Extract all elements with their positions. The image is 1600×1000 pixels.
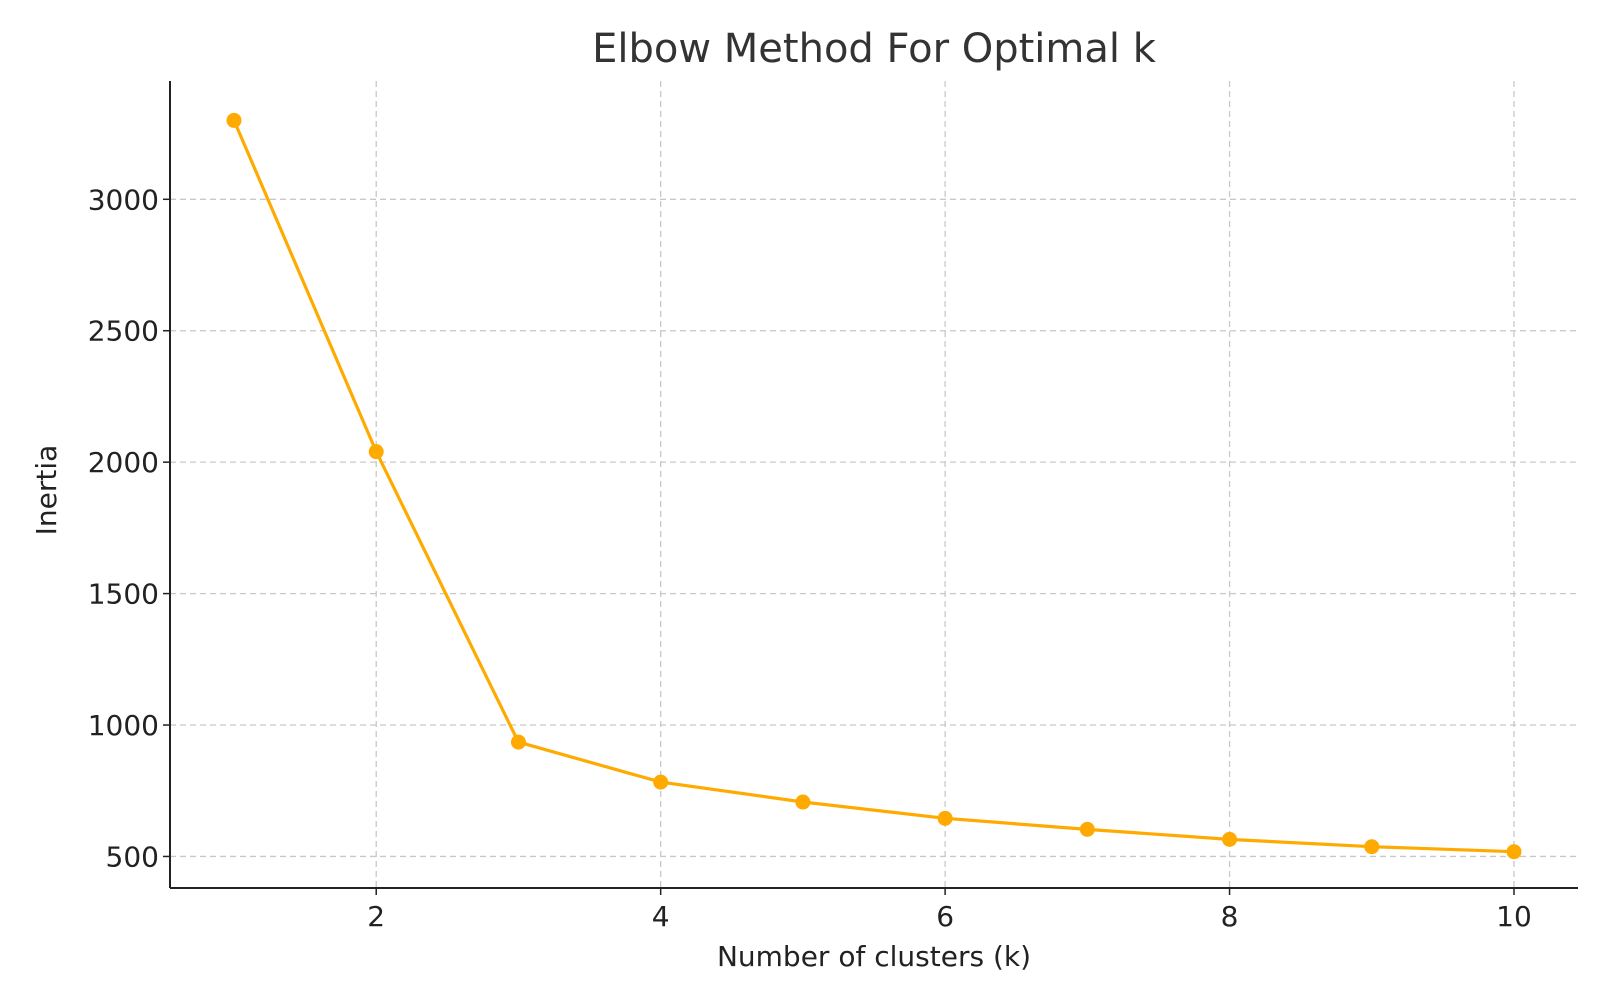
y-ticks: 500 1000 1500 2000 2500 3000	[88, 183, 170, 873]
chart-title: Elbow Method For Optimal k	[592, 26, 1157, 72]
axes	[169, 81, 1578, 889]
data-point	[795, 794, 811, 810]
grid	[170, 81, 1578, 888]
y-tick-label: 1500	[88, 578, 159, 611]
x-ticks: 2 4 6 8 10	[367, 888, 1532, 933]
y-axis-label: Inertia	[30, 445, 63, 536]
x-tick-label: 10	[1496, 900, 1532, 933]
series-line	[232, 119, 1515, 854]
data-point	[510, 734, 526, 750]
data-point	[1506, 844, 1522, 860]
x-axis-label: Number of clusters (k)	[717, 940, 1031, 973]
data-point	[937, 810, 953, 826]
y-tick-label: 500	[106, 840, 159, 873]
y-tick-label: 2000	[88, 446, 159, 479]
data-point	[1364, 839, 1380, 855]
data-point	[653, 774, 669, 790]
y-tick-label: 3000	[88, 183, 159, 216]
x-tick-label: 2	[367, 900, 385, 933]
x-tick-label: 8	[1221, 900, 1239, 933]
data-point	[226, 112, 242, 128]
y-tick-label: 1000	[88, 709, 159, 742]
series	[226, 112, 1522, 860]
data-point	[368, 444, 384, 460]
data-point	[1222, 831, 1238, 847]
x-tick-label: 6	[936, 900, 954, 933]
y-tick-label: 2500	[88, 315, 159, 348]
data-point	[1079, 821, 1095, 837]
x-tick-label: 4	[652, 900, 670, 933]
